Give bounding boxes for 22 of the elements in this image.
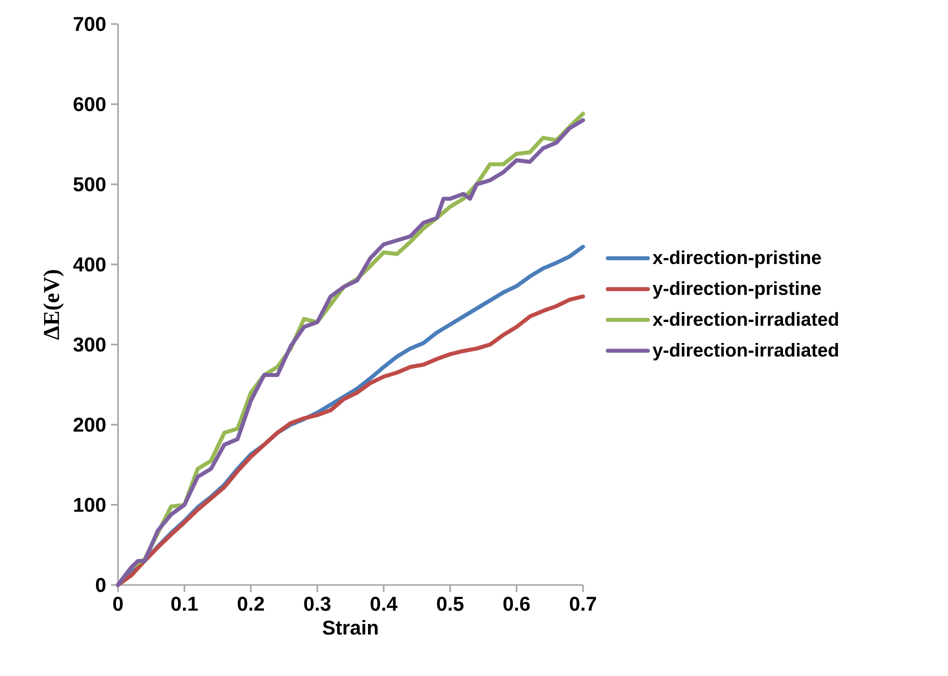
legend-label: x-direction-irradiated (652, 312, 838, 326)
y-tick-label: 400 (73, 257, 106, 272)
y-tick-label: 500 (74, 177, 106, 192)
y-tick-label: 200 (74, 418, 106, 432)
y-tick-label: 0 (96, 578, 106, 592)
x-axis-title: Strain (322, 620, 378, 635)
x-tick-label: 0.7 (570, 596, 596, 611)
x-tick-label: 0 (113, 596, 123, 611)
x-tick-label: 0.6 (503, 596, 530, 611)
legend-label: x-direction-pristine (652, 250, 821, 268)
y-tick-label: 300 (73, 337, 106, 352)
x-tick-label: 0.3 (304, 596, 330, 611)
y-tick-label: 700 (74, 16, 106, 32)
x-tick-label: 0.4 (370, 596, 398, 611)
y-axis-title: ΔE(eV) (43, 270, 64, 340)
legend-label: y-direction-irradiated (652, 343, 838, 360)
x-tick-label: 0.2 (238, 596, 264, 611)
y-tick-label: 600 (74, 97, 106, 112)
x-tick-label: 0.1 (171, 596, 198, 611)
legend-label: y-direction-pristine (652, 281, 821, 299)
x-tick-label: 0.5 (437, 596, 464, 611)
y-tick-label: 100 (74, 498, 106, 512)
